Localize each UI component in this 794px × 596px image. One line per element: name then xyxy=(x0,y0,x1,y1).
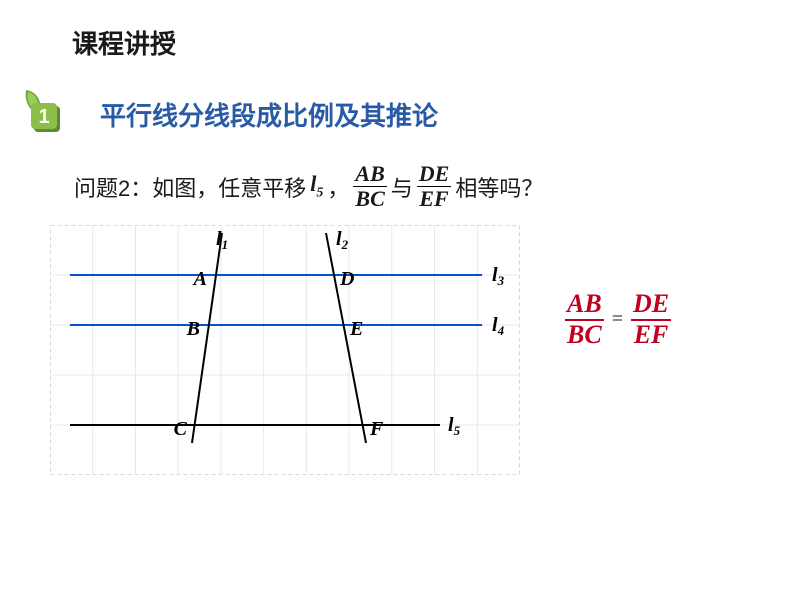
svg-text:l3: l3 xyxy=(492,264,505,288)
leaf-badge-icon: 1 xyxy=(20,88,68,136)
question-middle: 与 xyxy=(391,171,413,203)
svg-text:l2: l2 xyxy=(336,228,349,252)
svg-text:l4: l4 xyxy=(492,314,505,338)
eq-right-den: EF xyxy=(632,321,671,350)
frac2-num: DE xyxy=(417,162,452,187)
question-frac-1: AB BC xyxy=(353,162,386,211)
question-frac-2: DE EF xyxy=(417,162,452,211)
question-comma: ， xyxy=(327,171,349,203)
svg-text:C: C xyxy=(174,418,188,440)
svg-text:B: B xyxy=(186,318,200,340)
geometry-diagram: l3 l4 l5 l1 l2 A D B E C F xyxy=(50,225,520,475)
svg-text:F: F xyxy=(369,418,384,440)
eq-right-num: DE xyxy=(631,290,671,321)
svg-text:D: D xyxy=(339,268,354,290)
svg-text:E: E xyxy=(349,318,363,340)
frac1-den: BC xyxy=(353,187,386,211)
badge-number: 1 xyxy=(38,106,49,128)
section-label: 课程讲授 xyxy=(72,24,176,61)
eq-left-den: BC xyxy=(565,321,604,350)
question-suffix: 相等吗？ xyxy=(455,171,543,203)
question-prefix: 问题2：如图，任意平移 xyxy=(74,171,306,203)
result-equation: AB BC = DE EF xyxy=(565,290,671,349)
eq-right-frac: DE EF xyxy=(631,290,671,349)
eq-left-num: AB xyxy=(565,290,604,321)
eq-operator: = xyxy=(612,308,623,331)
svg-text:l5: l5 xyxy=(448,414,461,438)
frac2-den: EF xyxy=(417,187,450,211)
frac1-num: AB xyxy=(353,162,386,187)
question-line-sub: 5 xyxy=(316,186,323,201)
question-text: 问题2：如图，任意平移l5， AB BC 与 DE EF 相等吗？ xyxy=(74,162,543,211)
svg-text:l1: l1 xyxy=(216,228,228,252)
eq-left-frac: AB BC xyxy=(565,290,604,349)
svg-text:A: A xyxy=(192,268,207,290)
topic-subtitle: 平行线分线段成比例及其推论 xyxy=(100,96,438,133)
